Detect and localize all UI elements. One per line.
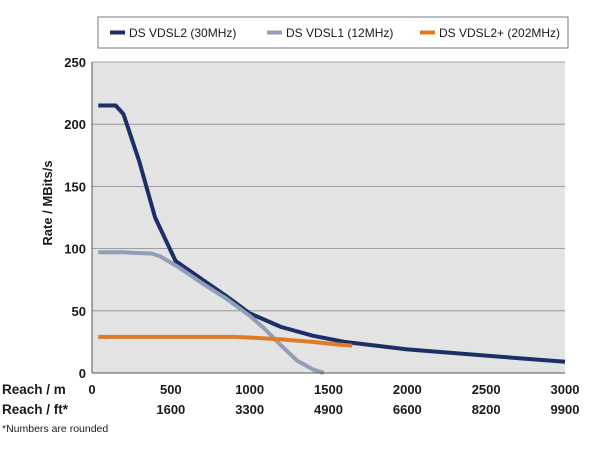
y-tick-label: 150	[64, 179, 86, 194]
series-line-1	[98, 103, 566, 364]
y-tick-label: 200	[64, 117, 86, 132]
x-tick-label: 1600	[156, 402, 185, 417]
legend-label: DS VDSL2+ (202MHz)	[439, 26, 560, 40]
x-row-label: Reach / ft*	[2, 402, 69, 417]
footnote: *Numbers are rounded	[2, 423, 108, 435]
series-lines	[98, 103, 566, 375]
y-tick-label: 50	[72, 304, 86, 319]
x-tick-label: 8200	[472, 402, 501, 417]
x-tick-label: 2500	[472, 382, 501, 397]
x-tick-label: 3300	[235, 402, 264, 417]
series-line-3	[98, 334, 353, 348]
x-tick-label: 1500	[314, 382, 343, 397]
legend-label: DS VDSL1 (12MHz)	[286, 26, 393, 40]
x-tick-labels: Reach / m 0 500 1000 1500 2000 2500 3000 Reach /…	[2, 382, 579, 417]
x-row-label: Reach / m	[2, 382, 66, 397]
y-tick-label: 100	[64, 242, 86, 257]
x-tick-label: 9900	[551, 402, 580, 417]
legend: DS VDSL2 (30MHz) DS VDSL1 (12MHz) DS VDSL2…	[97, 16, 569, 49]
x-tick-label: 2000	[393, 382, 422, 397]
series-line-2	[98, 250, 325, 375]
x-tick-label: 6600	[393, 402, 422, 417]
x-tick-label: 1000	[235, 382, 264, 397]
legend-label: DS VDSL2 (30MHz)	[129, 26, 236, 40]
y-tick-label: 0	[79, 366, 86, 381]
y-tick-label: 250	[64, 55, 86, 70]
y-axis-title: Rate / MBits/s	[40, 160, 55, 245]
plot-background	[92, 62, 565, 373]
x-tick-label: 500	[160, 382, 182, 397]
y-tick-labels: 0 50 100 150 200 250	[64, 55, 86, 381]
x-tick-label: 4900	[314, 402, 343, 417]
x-tick-label: 3000	[551, 382, 580, 397]
legend-box	[97, 16, 569, 49]
x-tick-label: 0	[88, 382, 95, 397]
